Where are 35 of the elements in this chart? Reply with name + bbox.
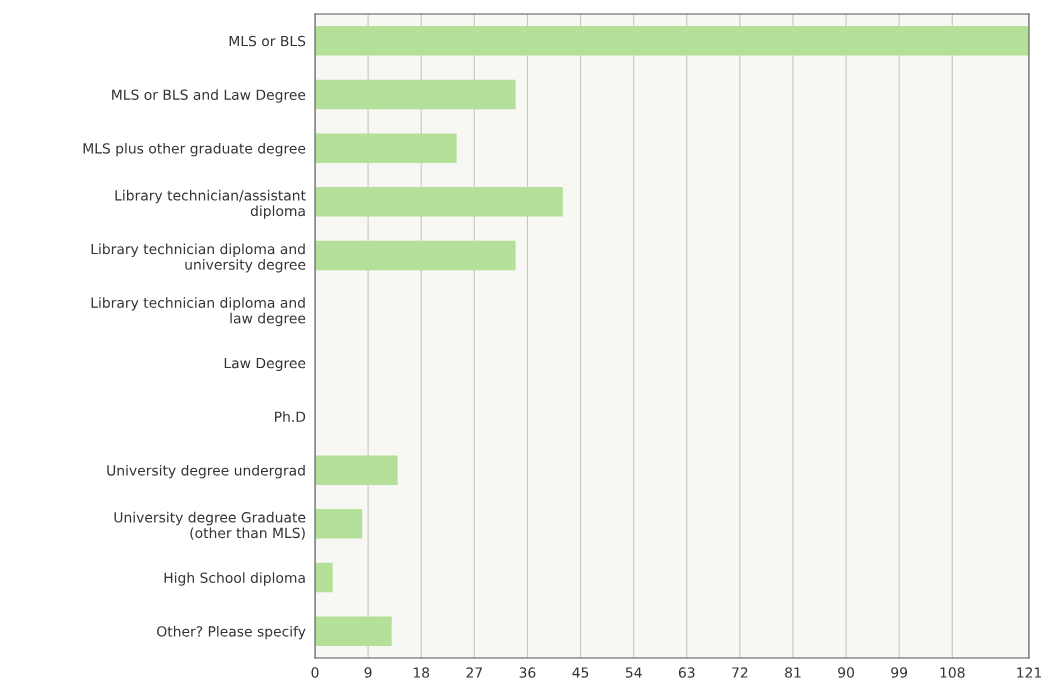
y-tick-label: Library technician diploma and university degree bbox=[91, 243, 306, 273]
bar bbox=[315, 509, 363, 539]
y-tick-label: High School diploma bbox=[164, 572, 305, 586]
y-tick-label: MLS or BLS and Law Degree bbox=[112, 89, 306, 103]
x-tick-label: 27 bbox=[466, 667, 482, 678]
y-tick-label: University degree Graduate (other than MLS) bbox=[114, 511, 306, 540]
bar bbox=[315, 455, 398, 485]
x-tick-label: 0 bbox=[311, 667, 319, 678]
bar bbox=[315, 240, 516, 271]
bar bbox=[315, 616, 392, 646]
x-tick-label: 36 bbox=[519, 667, 536, 678]
bar bbox=[315, 187, 563, 217]
y-tick-label: Library technician diploma and law degree bbox=[91, 297, 306, 327]
bar bbox=[315, 562, 333, 593]
x-tick-label: 108 bbox=[940, 667, 965, 678]
x-tick-label: 72 bbox=[732, 667, 748, 678]
x-tick-label: 45 bbox=[572, 667, 589, 678]
bar bbox=[315, 79, 516, 110]
x-tick-label: 18 bbox=[413, 667, 430, 678]
y-tick-label: MLS plus other graduate degree bbox=[83, 142, 306, 157]
x-tick-label: 121 bbox=[1017, 667, 1041, 678]
x-tick-label: 99 bbox=[891, 667, 908, 678]
bar bbox=[315, 133, 457, 163]
y-tick-label: Other? Please specify bbox=[157, 625, 306, 640]
x-tick-label: 63 bbox=[678, 667, 695, 678]
y-tick-label: University degree undergrad bbox=[107, 464, 305, 479]
x-tick-label: 9 bbox=[364, 667, 372, 678]
y-tick-label: Law Degree bbox=[224, 357, 306, 371]
x-tick-label: 90 bbox=[838, 667, 854, 678]
y-tick-label: Library technician/assistant diploma bbox=[115, 189, 306, 219]
y-tick-label: MLS or BLS bbox=[229, 35, 306, 47]
y-tick-label: Ph.D bbox=[275, 411, 306, 422]
x-tick-label: 81 bbox=[785, 667, 801, 678]
bar bbox=[315, 26, 1029, 56]
x-tick-label: 54 bbox=[625, 667, 642, 678]
